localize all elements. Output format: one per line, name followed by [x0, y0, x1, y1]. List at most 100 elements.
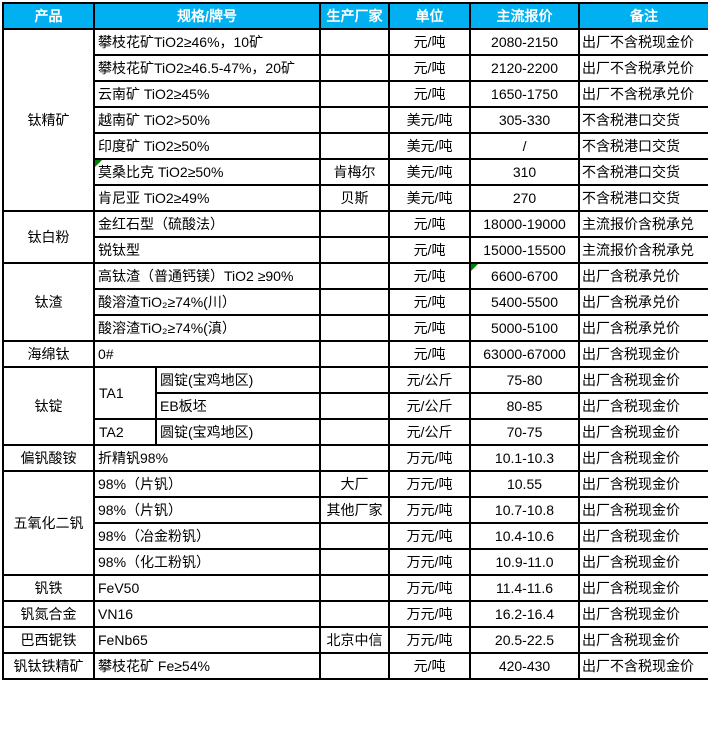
price-cell: 10.9-11.0	[469, 548, 581, 576]
maker-cell	[319, 262, 391, 290]
spec-cell: 0#	[92, 340, 322, 368]
spec-cell: 印度矿 TiO2≥50%	[92, 132, 322, 160]
unit-cell: 万元/吨	[388, 444, 472, 472]
maker-cell	[319, 600, 391, 628]
maker-cell	[319, 106, 391, 134]
table-row: 98%（化工粉钒） 万元/吨 10.9-11.0 出厂含税现金价	[3, 548, 708, 576]
spec-cell: VN16	[92, 600, 322, 628]
table-row: 钛白粉 金红石型（硫酸法） 元/吨 18000-19000 主流报价含税承兑	[2, 210, 708, 264]
col-header-product: 产品	[2, 2, 95, 30]
spec-cell: 莫桑比克 TiO2≥50%	[92, 158, 322, 186]
price-cell: 2080-2150	[469, 28, 581, 56]
price-cell: 310	[469, 158, 581, 186]
maker-cell: 贝斯	[319, 184, 391, 212]
table-row: 钒铁 FeV50 万元/吨 11.4-11.6 出厂含税现金价	[2, 574, 708, 602]
unit-cell: 元/吨	[388, 236, 472, 264]
spec-cell: 攀枝花矿TiO2≥46.5-47%，20矿	[92, 54, 322, 82]
remark-cell: 不含税港口交货	[578, 106, 708, 134]
price-cell: 15000-15500	[469, 236, 581, 264]
corner-marker-icon	[472, 265, 479, 271]
table-row: 钒氮合金 VN16 万元/吨 16.2-16.4 出厂含税现金价	[2, 600, 708, 628]
price-cell: 270	[469, 184, 581, 212]
price-cell: 10.1-10.3	[469, 444, 581, 472]
table-row: 印度矿 TiO2≥50% 美元/吨 / 不含税港口交货	[3, 132, 708, 160]
table-row: 锐钛型 元/吨 15000-15500 主流报价含税承兑	[3, 236, 708, 264]
price-cell: 5400-5500	[469, 288, 581, 316]
remark-cell: 出厂含税现金价	[578, 626, 708, 654]
col-header-unit: 单位	[388, 2, 472, 30]
corner-marker-icon	[96, 161, 102, 167]
unit-cell: 万元/吨	[388, 496, 472, 524]
product-cell: 偏钒酸铵	[2, 444, 95, 472]
product-cell: 钒钛铁精矿	[2, 652, 95, 680]
unit-cell: 万元/吨	[388, 470, 472, 498]
spec-cell: 圆锭(宝鸡地区)	[154, 366, 322, 394]
header-row: 产品 规格/牌号 生产厂家 单位 主流报价 备注	[2, 2, 708, 30]
table-row: 98%（片钒） 其他厂家 万元/吨 10.7-10.8 出厂含税现金价	[3, 496, 708, 524]
spec-cell: FeNb65	[92, 626, 322, 654]
unit-cell: 元/吨	[388, 28, 472, 56]
spec-cell: 攀枝花矿TiO2≥46%，10矿	[92, 28, 322, 56]
spec-cell: 云南矿 TiO2≥45%	[92, 80, 322, 108]
maker-cell: 肯梅尔	[319, 158, 391, 186]
table-body: 钛精矿 攀枝花矿TiO2≥46%，10矿 元/吨 2080-2150 出厂不含税现金价攀…	[2, 28, 708, 680]
price-cell: 10.4-10.6	[469, 522, 581, 550]
col-header-remark: 备注	[578, 2, 708, 30]
grade-cell: TA2	[93, 418, 157, 446]
maker-cell	[319, 132, 391, 160]
remark-cell: 出厂含税现金价	[578, 600, 708, 628]
maker-cell	[319, 314, 391, 342]
table-row: 酸溶渣TiO₂≥74%(川） 元/吨 5400-5500 出厂含税承兑价	[3, 288, 708, 316]
remark-cell: 出厂含税现金价	[578, 522, 708, 550]
price-cell: 1650-1750	[469, 80, 581, 108]
price-cell: /	[469, 132, 581, 160]
remark-cell: 出厂不含税承兑价	[578, 54, 708, 82]
table-row: 钛精矿 攀枝花矿TiO2≥46%，10矿 元/吨 2080-2150 出厂不含税现金价	[2, 28, 708, 212]
spec-cell: 98%（化工粉钒）	[92, 548, 322, 576]
unit-cell: 万元/吨	[388, 548, 472, 576]
table-row: 五氧化二钒 98%（片钒） 大厂 万元/吨 10.55 出厂含税现金价	[2, 470, 708, 576]
maker-cell	[319, 340, 391, 368]
unit-cell: 元/吨	[388, 314, 472, 342]
product-cell: 海绵钛	[2, 340, 95, 368]
price-cell: 10.55	[469, 470, 581, 498]
spec-cell: 98%（片钒）	[92, 496, 322, 524]
remark-cell: 主流报价含税承兑	[578, 236, 708, 264]
price-cell: 70-75	[469, 418, 581, 446]
unit-cell: 元/吨	[388, 80, 472, 108]
unit-cell: 元/吨	[388, 652, 472, 680]
maker-cell	[319, 418, 391, 446]
price-cell: 16.2-16.4	[469, 600, 581, 628]
remark-cell: 出厂不含税现金价	[578, 652, 708, 680]
remark-cell: 出厂不含税现金价	[578, 28, 708, 56]
unit-cell: 元/吨	[388, 262, 472, 290]
remark-cell: 出厂含税承兑价	[578, 288, 708, 316]
maker-cell: 北京中信	[319, 626, 391, 654]
product-cell: 钛渣	[2, 262, 95, 342]
unit-cell: 元/吨	[388, 54, 472, 82]
table-row: 98%（冶金粉钒） 万元/吨 10.4-10.6 出厂含税现金价	[3, 522, 708, 550]
product-cell: 钛锭	[2, 366, 95, 446]
price-cell: 420-430	[469, 652, 581, 680]
unit-cell: 美元/吨	[388, 132, 472, 160]
spec-cell: 攀枝花矿 Fe≥54%	[92, 652, 322, 680]
remark-cell: 出厂含税现金价	[578, 470, 708, 498]
grade-cell: TA1	[93, 366, 157, 420]
table-row: 酸溶渣TiO₂≥74%(滇） 元/吨 5000-5100 出厂含税承兑价	[3, 314, 708, 342]
unit-cell: 美元/吨	[388, 184, 472, 212]
maker-cell	[319, 80, 391, 108]
remark-cell: 出厂含税现金价	[578, 340, 708, 368]
remark-cell: 出厂含税现金价	[578, 574, 708, 602]
maker-cell	[319, 288, 391, 316]
spec-cell: 肯尼亚 TiO2≥49%	[92, 184, 322, 212]
unit-cell: 元/吨	[388, 210, 472, 238]
unit-cell: 元/公斤	[388, 392, 472, 420]
maker-cell	[319, 54, 391, 82]
maker-cell: 其他厂家	[319, 496, 391, 524]
remark-cell: 不含税港口交货	[578, 184, 708, 212]
remark-cell: 出厂不含税承兑价	[578, 80, 708, 108]
spec-cell: 酸溶渣TiO₂≥74%(川）	[92, 288, 322, 316]
price-cell: 11.4-11.6	[469, 574, 581, 602]
spec-cell: EB板坯	[154, 392, 322, 420]
col-header-manufacturer: 生产厂家	[319, 2, 391, 30]
